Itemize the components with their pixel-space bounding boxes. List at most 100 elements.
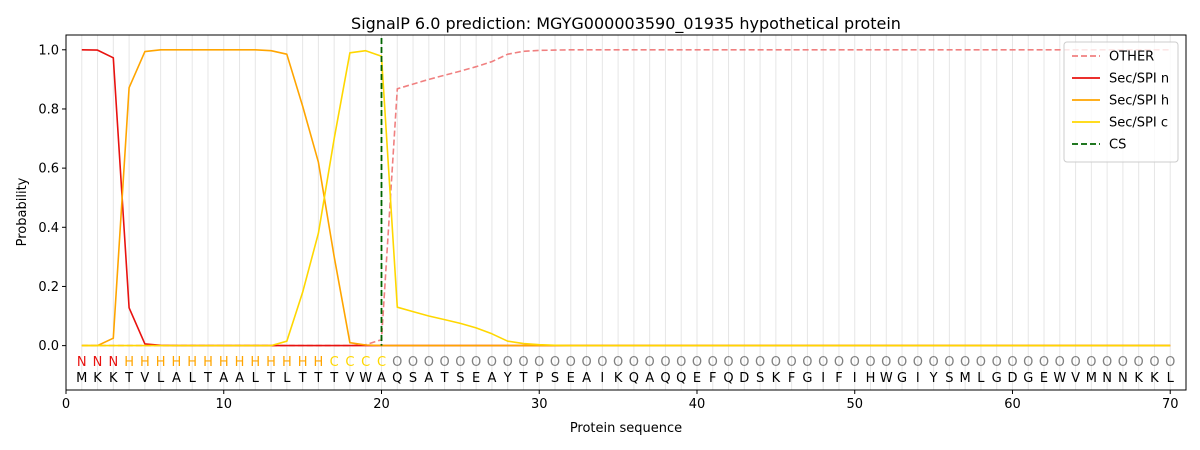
residue-label-22: O bbox=[408, 355, 418, 370]
residue-label-8: H bbox=[187, 355, 197, 370]
residue-label-3: N bbox=[108, 355, 118, 370]
residue-label-5: H bbox=[140, 355, 150, 370]
series-sec-spi-c bbox=[81, 49, 1171, 347]
x-tick-label-20: 20 bbox=[373, 397, 390, 412]
residue-aa-21: Q bbox=[392, 371, 402, 386]
residue-aa-7: A bbox=[172, 371, 181, 386]
residue-label-11: H bbox=[235, 355, 245, 370]
plot-frame bbox=[65, 34, 1187, 391]
residue-label-30: O bbox=[534, 355, 544, 370]
residue-label-64: O bbox=[1070, 355, 1080, 370]
residue-label-68: O bbox=[1134, 355, 1144, 370]
residue-label-18: C bbox=[345, 355, 354, 370]
residue-aa-63: W bbox=[1053, 371, 1066, 386]
residue-label-56: O bbox=[944, 355, 954, 370]
residue-label-46: O bbox=[787, 355, 797, 370]
residue-label-54: O bbox=[913, 355, 923, 370]
residue-label-25: O bbox=[455, 355, 465, 370]
residue-aa-32: E bbox=[567, 371, 575, 386]
residue-label-61: O bbox=[1023, 355, 1033, 370]
residue-aa-36: Q bbox=[629, 371, 639, 386]
residue-aa-11: A bbox=[235, 371, 244, 386]
residue-label-47: O bbox=[802, 355, 812, 370]
residue-label-42: O bbox=[723, 355, 733, 370]
residue-label-70: O bbox=[1165, 355, 1175, 370]
residue-aa-65: M bbox=[1086, 371, 1097, 386]
residue-label-4: H bbox=[124, 355, 134, 370]
residue-aa-58: L bbox=[977, 371, 985, 386]
residue-label-15: H bbox=[298, 355, 308, 370]
residue-aa-61: G bbox=[1023, 371, 1033, 386]
residue-label-29: O bbox=[518, 355, 528, 370]
residue-label-13: H bbox=[266, 355, 276, 370]
residue-aa-33: A bbox=[582, 371, 591, 386]
residue-label-57: O bbox=[960, 355, 970, 370]
x-tick-label-30: 30 bbox=[531, 397, 548, 412]
y-tick-label-4: 0.8 bbox=[38, 102, 59, 117]
legend: OTHER Sec/SPI n Sec/SPI h Sec/SPI c CS bbox=[1063, 41, 1179, 163]
residue-label-59: O bbox=[992, 355, 1002, 370]
residue-label-16: H bbox=[314, 355, 324, 370]
x-tick-label-40: 40 bbox=[689, 397, 706, 412]
residue-aa-24: T bbox=[440, 371, 449, 386]
residue-aa-9: T bbox=[203, 371, 212, 386]
legend-label-4: CS bbox=[1109, 138, 1126, 153]
y-tick-label-1: 0.2 bbox=[38, 280, 59, 295]
residue-label-28: O bbox=[503, 355, 513, 370]
residue-aa-69: K bbox=[1150, 371, 1159, 386]
residue-label-65: O bbox=[1086, 355, 1096, 370]
residue-label-17: C bbox=[330, 355, 339, 370]
residue-aa-49: F bbox=[835, 371, 842, 386]
residue-label-52: O bbox=[881, 355, 891, 370]
legend-label-2: Sec/SPI h bbox=[1109, 94, 1169, 109]
residue-aa-25: S bbox=[456, 371, 464, 386]
residue-label-21: O bbox=[392, 355, 402, 370]
residue-aa-60: D bbox=[1007, 371, 1017, 386]
residue-aa-19: W bbox=[359, 371, 372, 386]
residue-aa-39: Q bbox=[676, 371, 686, 386]
residue-label-55: O bbox=[928, 355, 938, 370]
residue-label-39: O bbox=[676, 355, 686, 370]
residue-aa-3: K bbox=[109, 371, 118, 386]
residue-aa-38: Q bbox=[660, 371, 670, 386]
residue-aa-57: M bbox=[960, 371, 971, 386]
residue-label-2: N bbox=[93, 355, 103, 370]
residue-aa-22: S bbox=[409, 371, 417, 386]
residue-label-67: O bbox=[1118, 355, 1128, 370]
residue-label-33: O bbox=[581, 355, 591, 370]
legend-label-3: Sec/SPI c bbox=[1109, 116, 1168, 131]
residue-aa-12: L bbox=[252, 371, 260, 386]
residue-label-23: O bbox=[424, 355, 434, 370]
residue-aa-56: S bbox=[945, 371, 953, 386]
residue-label-6: H bbox=[156, 355, 166, 370]
chart-title: SignalP 6.0 prediction: MGYG000003590_01… bbox=[351, 14, 901, 34]
x-tick-label-60: 60 bbox=[1004, 397, 1021, 412]
residue-aa-66: N bbox=[1102, 371, 1112, 386]
residue-aa-14: L bbox=[283, 371, 291, 386]
residue-aa-55: Y bbox=[929, 371, 938, 386]
residue-aa-44: S bbox=[756, 371, 764, 386]
residue-label-27: O bbox=[487, 355, 497, 370]
residue-label-45: O bbox=[771, 355, 781, 370]
y-axis-label: Probability bbox=[15, 177, 30, 246]
x-axis-label: Protein sequence bbox=[570, 421, 682, 436]
legend-label-1: Sec/SPI n bbox=[1109, 72, 1169, 87]
residue-aa-5: V bbox=[140, 371, 149, 386]
residue-aa-64: V bbox=[1071, 371, 1080, 386]
residue-aa-29: T bbox=[518, 371, 527, 386]
residue-aa-54: I bbox=[916, 371, 920, 386]
residue-label-48: O bbox=[818, 355, 828, 370]
residue-label-63: O bbox=[1055, 355, 1065, 370]
residue-aa-15: T bbox=[298, 371, 307, 386]
x-tick-label-0: 0 bbox=[62, 397, 70, 412]
residue-aa-42: Q bbox=[723, 371, 733, 386]
residue-aa-13: T bbox=[266, 371, 275, 386]
series-lines bbox=[81, 37, 1171, 347]
residue-aa-2: K bbox=[93, 371, 102, 386]
residue-aa-8: L bbox=[189, 371, 197, 386]
y-tick-label-0: 0.0 bbox=[38, 339, 59, 354]
residue-aa-26: E bbox=[472, 371, 480, 386]
residue-aa-41: F bbox=[709, 371, 716, 386]
residue-aa-35: K bbox=[614, 371, 623, 386]
